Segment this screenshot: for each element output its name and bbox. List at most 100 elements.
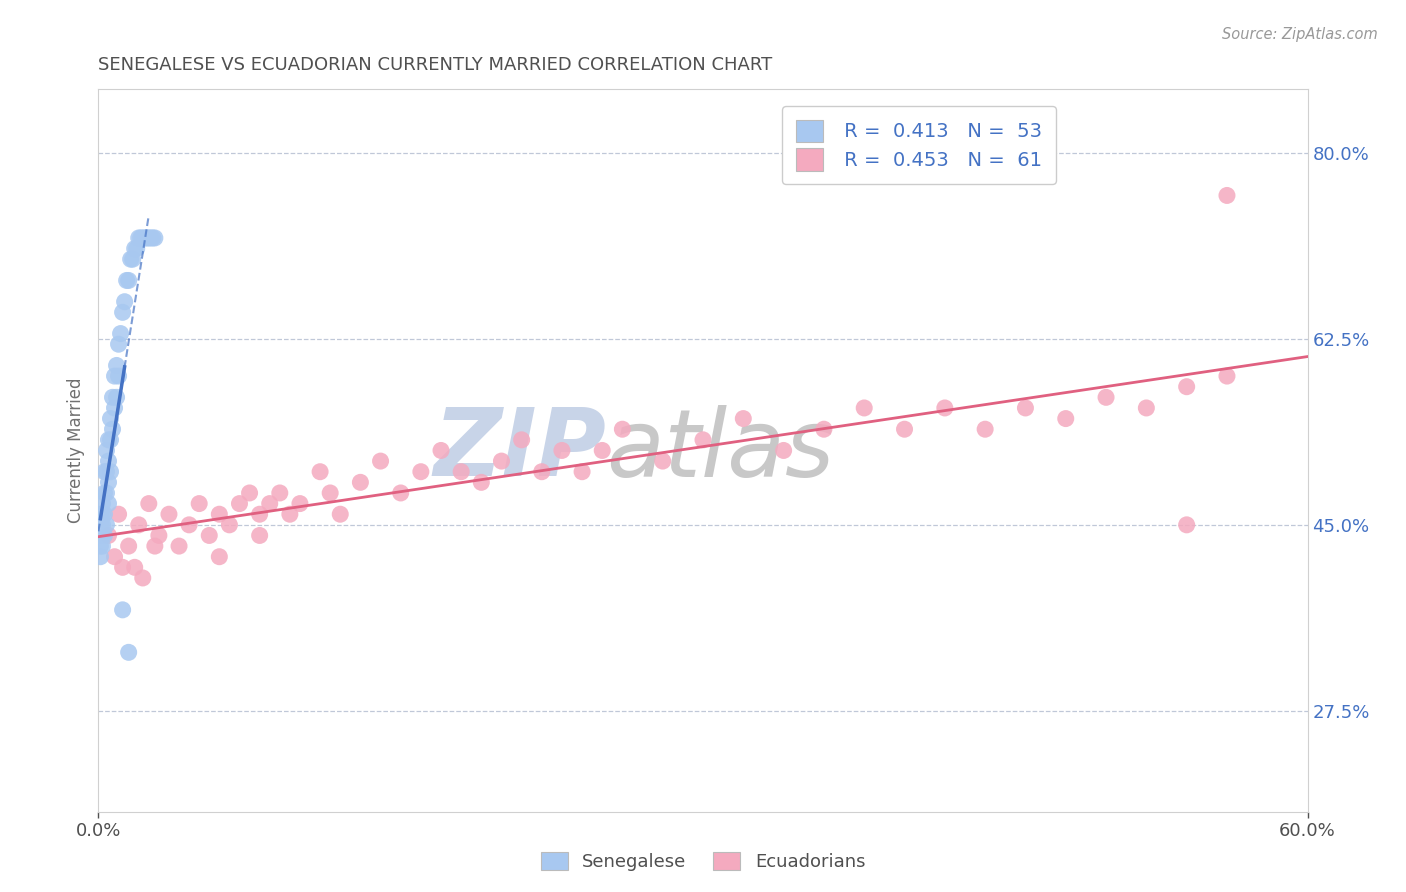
Point — [96, 486, 118, 500]
Point — [571, 465, 593, 479]
Point — [239, 486, 262, 500]
Point — [1216, 188, 1239, 202]
Point — [91, 528, 114, 542]
Point — [510, 433, 533, 447]
Point — [218, 517, 240, 532]
Point — [114, 294, 136, 309]
Point — [259, 497, 281, 511]
Point — [142, 231, 165, 245]
Point — [111, 603, 134, 617]
Point — [115, 273, 138, 287]
Point — [103, 549, 125, 564]
Point — [188, 497, 211, 511]
Point — [107, 337, 129, 351]
Point — [470, 475, 492, 490]
Point — [249, 528, 271, 542]
Point — [125, 242, 148, 256]
Point — [1175, 517, 1198, 532]
Point — [124, 242, 146, 256]
Point — [91, 517, 114, 532]
Point — [288, 497, 311, 511]
Point — [93, 486, 115, 500]
Point — [91, 539, 114, 553]
Point — [89, 528, 111, 542]
Point — [128, 231, 150, 245]
Point — [612, 422, 634, 436]
Point — [139, 231, 162, 245]
Point — [132, 231, 155, 245]
Point — [157, 507, 180, 521]
Point — [198, 528, 221, 542]
Point — [89, 507, 111, 521]
Text: ZIP: ZIP — [433, 404, 606, 497]
Point — [93, 507, 115, 521]
Point — [97, 528, 120, 542]
Point — [118, 645, 141, 659]
Point — [128, 517, 150, 532]
Point — [100, 465, 122, 479]
Point — [118, 273, 141, 287]
Point — [89, 517, 111, 532]
Point — [853, 401, 876, 415]
Point — [551, 443, 574, 458]
Point — [329, 507, 352, 521]
Point — [1175, 380, 1198, 394]
Point — [733, 411, 755, 425]
Point — [103, 369, 125, 384]
Point — [349, 475, 371, 490]
Point — [409, 465, 432, 479]
Point — [111, 305, 134, 319]
Point — [100, 433, 122, 447]
Point — [121, 252, 143, 267]
Point — [450, 465, 472, 479]
Point — [89, 539, 111, 553]
Point — [208, 549, 231, 564]
Point — [208, 507, 231, 521]
Point — [179, 517, 201, 532]
Point — [389, 486, 412, 500]
Point — [249, 507, 271, 521]
Point — [110, 326, 132, 341]
Point — [491, 454, 513, 468]
Point — [105, 390, 128, 404]
Point — [120, 252, 142, 267]
Point — [591, 443, 613, 458]
Point — [134, 231, 156, 245]
Point — [1135, 401, 1157, 415]
Point — [370, 454, 392, 468]
Point — [772, 443, 794, 458]
Point — [143, 539, 166, 553]
Point — [651, 454, 673, 468]
Point — [118, 539, 141, 553]
Point — [89, 549, 111, 564]
Point — [138, 497, 160, 511]
Point — [430, 443, 453, 458]
Point — [93, 465, 115, 479]
Point — [96, 443, 118, 458]
Point — [91, 507, 114, 521]
Point — [91, 497, 114, 511]
Point — [692, 433, 714, 447]
Legend:  R =  0.413   N =  53,  R =  0.453   N =  61: R = 0.413 N = 53, R = 0.453 N = 61 — [782, 106, 1056, 184]
Point — [97, 454, 120, 468]
Point — [97, 497, 120, 511]
Point — [148, 528, 170, 542]
Point — [319, 486, 342, 500]
Text: atlas: atlas — [606, 405, 835, 496]
Point — [107, 507, 129, 521]
Point — [309, 465, 332, 479]
Point — [269, 486, 291, 500]
Point — [1054, 411, 1077, 425]
Point — [101, 390, 124, 404]
Point — [97, 433, 120, 447]
Point — [111, 560, 134, 574]
Point — [96, 465, 118, 479]
Point — [1014, 401, 1036, 415]
Legend: Senegalese, Ecuadorians: Senegalese, Ecuadorians — [533, 845, 873, 879]
Point — [813, 422, 835, 436]
Point — [93, 528, 115, 542]
Point — [530, 465, 553, 479]
Point — [278, 507, 301, 521]
Point — [167, 539, 190, 553]
Point — [105, 359, 128, 373]
